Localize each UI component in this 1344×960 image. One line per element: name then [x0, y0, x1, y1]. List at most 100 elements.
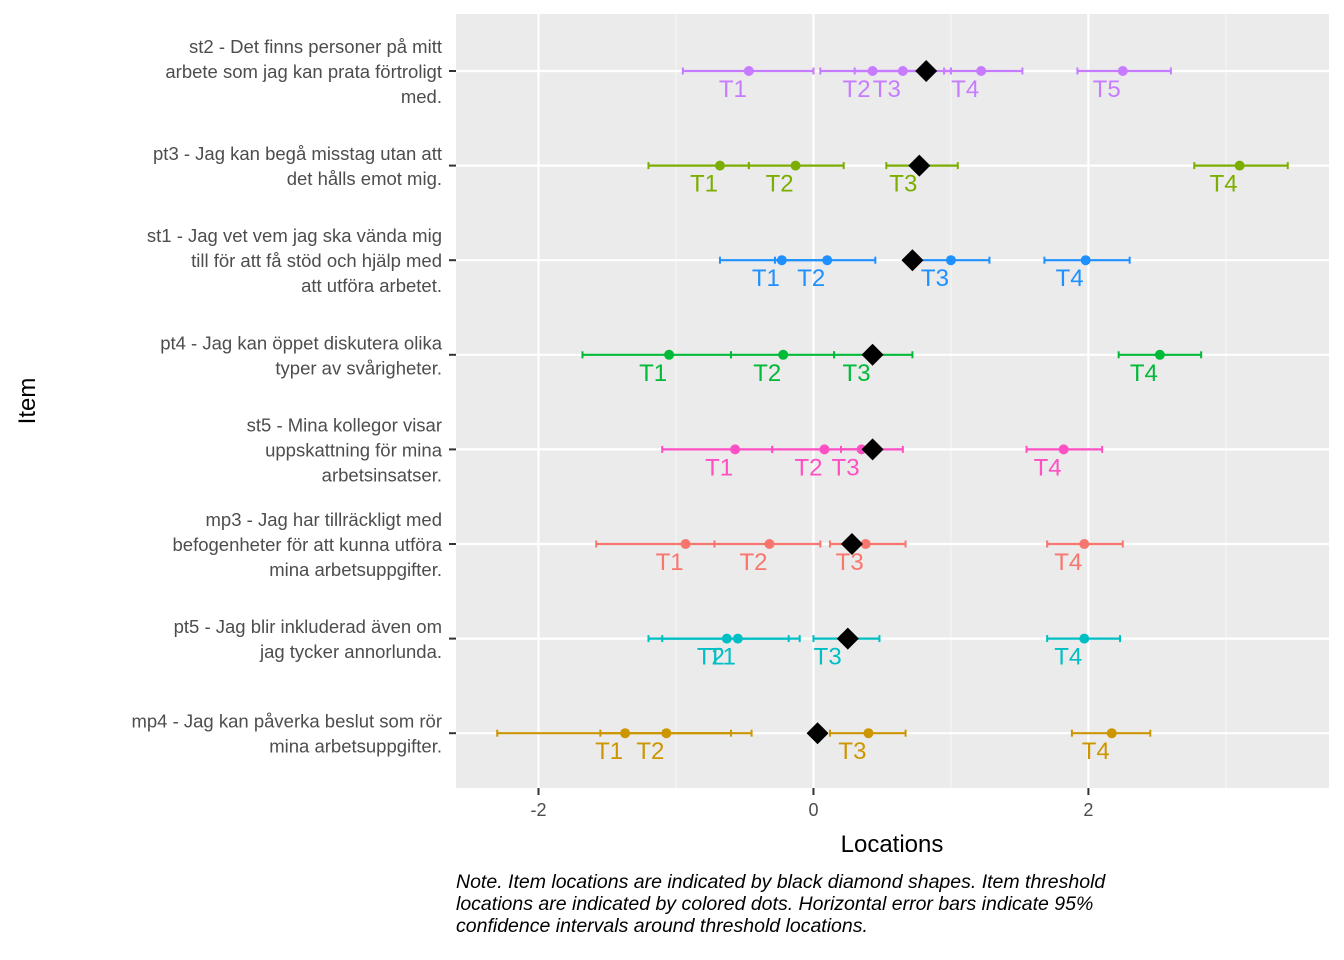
- x-tick-label: 0: [808, 800, 818, 820]
- item-location-diamond: [836, 627, 859, 650]
- threshold-point: [764, 539, 775, 549]
- item-location-diamond: [861, 343, 884, 366]
- threshold-label: T2: [766, 171, 794, 198]
- threshold-label: T1: [690, 171, 718, 198]
- threshold-point: [790, 160, 801, 171]
- x-axis: -2 0 2: [530, 788, 1093, 820]
- threshold-point: [822, 255, 833, 266]
- item-location-diamond: [908, 154, 931, 177]
- threshold-point: [680, 539, 691, 549]
- threshold-label: T1: [639, 360, 667, 387]
- threshold-point: [721, 633, 732, 644]
- threshold-point: [1079, 539, 1090, 549]
- item-location-diamond: [861, 438, 884, 461]
- item-location-diamond: [806, 722, 829, 745]
- threshold-point: [1106, 728, 1117, 739]
- y-tick-label: pt5 - Jag blir inkluderad även om: [174, 616, 442, 637]
- threshold-label: T2: [636, 738, 664, 765]
- threshold-point: [661, 728, 672, 739]
- threshold-label: T4: [1056, 265, 1084, 292]
- threshold-label: T3: [873, 76, 901, 103]
- threshold-label: T1: [719, 76, 747, 103]
- threshold-label: T4: [1054, 549, 1082, 576]
- x-tick-label: -2: [530, 800, 546, 820]
- threshold-label: T3: [836, 549, 864, 576]
- threshold-label: T3: [921, 265, 949, 292]
- threshold-label: T2: [797, 265, 825, 292]
- threshold-label: T4: [1130, 360, 1158, 387]
- threshold-point: [860, 539, 871, 549]
- threshold-label: T5: [1093, 76, 1121, 103]
- figure-note: Note. Item locations are indicated by bl…: [456, 871, 1316, 937]
- threshold-point: [1154, 349, 1165, 360]
- threshold-point: [945, 255, 956, 266]
- y-tick-label: mina arbetsuppgifter.: [269, 559, 442, 580]
- threshold-label: T2: [843, 76, 871, 103]
- threshold-label: T4: [1082, 738, 1110, 765]
- threshold-point: [1079, 633, 1090, 644]
- threshold-point: [1058, 444, 1069, 455]
- threshold-point: [1234, 160, 1245, 171]
- y-tick-label: pt4 - Jag kan öppet diskutera olika: [160, 332, 442, 353]
- threshold-label: T1: [705, 454, 733, 481]
- item-location-diamond: [840, 533, 863, 555]
- threshold-point: [778, 349, 789, 360]
- threshold-point: [1080, 255, 1091, 266]
- item-series: T1 T2 T3 T4: [496, 728, 1152, 765]
- threshold-label: T1: [595, 738, 623, 765]
- note-line: locations are indicated by colored dots.…: [456, 893, 1094, 915]
- item-series: T1 T2 T3 T4: [718, 255, 1131, 292]
- threshold-label: T3: [889, 171, 917, 198]
- item-series: T1 T2 T3 T4 T5: [681, 66, 1172, 103]
- item-locations-layer: [806, 60, 938, 745]
- y-tick-label: pt3 - Jag kan begå misstag utan att: [153, 143, 442, 164]
- threshold-label: T3: [838, 738, 866, 765]
- y-tick-label: arbetsinsatser.: [322, 464, 442, 485]
- item-location-diamond: [901, 249, 924, 272]
- y-tick-label: befogenheter för att kunna utföra: [173, 534, 443, 555]
- y-tick-label: mina arbetsuppgifter.: [269, 736, 442, 757]
- threshold-label: T2: [794, 454, 822, 481]
- threshold-point: [897, 66, 908, 76]
- threshold-point: [730, 444, 741, 455]
- threshold-label: T1: [656, 549, 684, 576]
- item-series: T1 T2 T3 T4: [595, 539, 1124, 576]
- note-line: confidence intervals around threshold lo…: [456, 915, 868, 937]
- threshold-point: [976, 66, 987, 76]
- note-line: Note. Item locations are indicated by bl…: [456, 871, 1106, 893]
- y-tick-label: mp4 - Jag kan påverka beslut som rör: [131, 711, 442, 732]
- threshold-label: T2: [697, 644, 725, 671]
- threshold-label: T1: [752, 265, 780, 292]
- threshold-label: T4: [1054, 644, 1082, 671]
- threshold-label: T3: [832, 454, 860, 481]
- y-tick-label: st5 - Mina kollegor visar: [247, 414, 442, 435]
- y-tick-label: uppskattning för mina: [265, 439, 443, 460]
- threshold-label: T2: [739, 549, 767, 576]
- threshold-label: T1: [708, 644, 736, 671]
- threshold-label: T3: [814, 644, 842, 671]
- y-tick-label: typer av svårigheter.: [275, 357, 442, 378]
- threshold-label: T2: [753, 360, 781, 387]
- threshold-point: [664, 349, 675, 360]
- item-series: T1 T2 T3 T4: [661, 444, 1104, 481]
- minor-gridlines: [675, 14, 1227, 788]
- y-tick-label: arbete som jag kan prata förtroligt: [165, 61, 442, 82]
- y-tick-label: jag tycker annorlunda.: [259, 641, 442, 662]
- y-tick-label: st1 - Jag vet vem jag ska vända mig: [147, 225, 442, 246]
- item-location-diamond: [915, 60, 938, 82]
- y-axis-title: Item: [14, 378, 41, 425]
- x-tick-label: 2: [1083, 800, 1093, 820]
- y-tick-label: mp3 - Jag har tillräckligt med: [206, 509, 442, 530]
- y-tick-label: till för att få stöd och hjälp med: [191, 250, 442, 271]
- threshold-point: [743, 66, 754, 76]
- y-tick-label: att utföra arbetet.: [301, 275, 442, 296]
- y-tick-label: med.: [401, 86, 442, 107]
- threshold-label: T4: [1034, 454, 1062, 481]
- threshold-point: [1117, 66, 1128, 76]
- y-tick-label: det hålls emot mig.: [287, 168, 442, 189]
- threshold-point: [819, 444, 830, 455]
- threshold-label: T4: [951, 76, 979, 103]
